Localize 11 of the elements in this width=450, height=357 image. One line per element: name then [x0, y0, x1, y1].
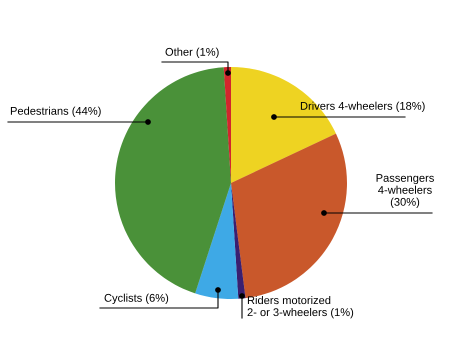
slice-label: Drivers 4-wheelers (18%)	[300, 102, 425, 112]
pie-slice	[195, 183, 238, 299]
slice-label: Riders motorized 2- or 3-wheelers (1%)	[248, 296, 354, 318]
pie-slice	[231, 183, 246, 299]
slice-label: Pedestrians (44%)	[10, 106, 101, 117]
pie-slice	[115, 67, 231, 294]
pie-slice	[231, 67, 336, 183]
slice-label: Cyclists (6%)	[104, 294, 168, 304]
data-label: (30%)	[390, 198, 420, 208]
slice-label: Other (1%)	[166, 48, 219, 58]
slice-label: Passengers 4-wheelers	[376, 174, 434, 194]
